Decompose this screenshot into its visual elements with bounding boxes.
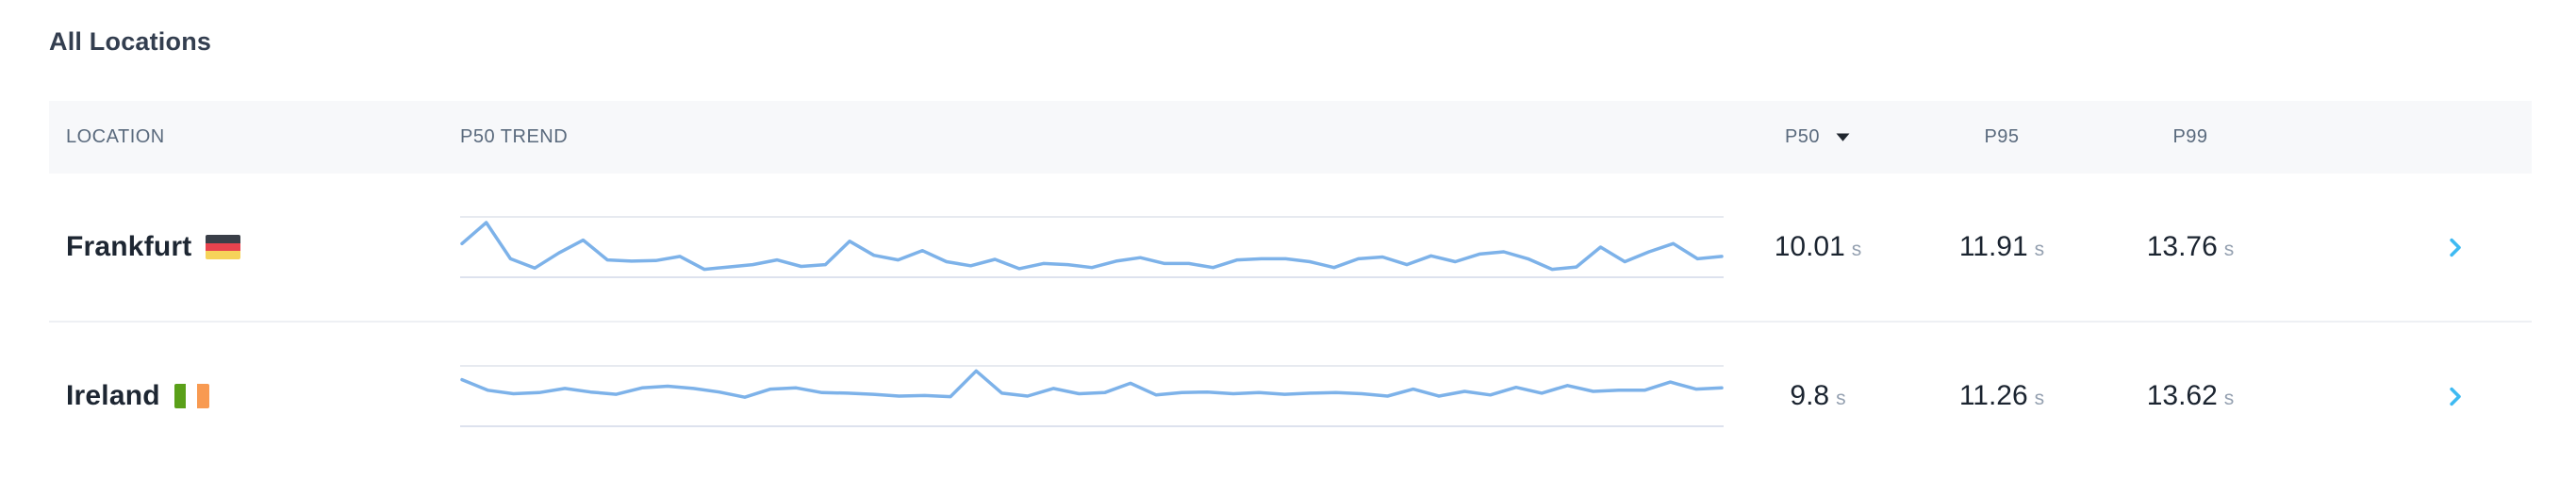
column-header-p50-trend: P50 TREND bbox=[460, 126, 569, 147]
country-flag-icon bbox=[173, 384, 209, 408]
p99-value: 13.76 bbox=[2146, 231, 2218, 262]
table-row[interactable]: Frankfurt 10.01 s 11.91 s 13.76 s bbox=[49, 174, 2532, 321]
sort-descending-icon[interactable] bbox=[1835, 132, 1851, 142]
column-header-p95[interactable]: P95 bbox=[1984, 126, 2020, 147]
p95-value-cell: 11.91 s bbox=[1912, 231, 2091, 263]
location-name: Ireland bbox=[66, 380, 160, 411]
p95-value-cell: 11.26 s bbox=[1912, 380, 2091, 412]
p50-value-cell: 9.8 s bbox=[1724, 380, 1912, 412]
location-cell: Ireland bbox=[49, 380, 460, 412]
p50-trend-cell bbox=[460, 365, 1724, 427]
p95-value: 11.91 bbox=[1958, 231, 2028, 262]
p99-value: 13.62 bbox=[2146, 380, 2218, 411]
p99-value-cell: 13.62 s bbox=[2091, 380, 2289, 412]
all-locations-panel: All Locations LOCATION P50 TREND P50 P95 bbox=[0, 25, 2576, 497]
country-flag-icon bbox=[206, 235, 241, 259]
p50-unit: s bbox=[1836, 388, 1846, 409]
row-actions-cell bbox=[2289, 384, 2532, 409]
locations-table: LOCATION P50 TREND P50 P95 P99 bbox=[49, 101, 2532, 470]
p50-trend-sparkline bbox=[460, 216, 1724, 278]
column-header-p99[interactable]: P99 bbox=[2172, 126, 2208, 147]
p99-value-cell: 13.76 s bbox=[2091, 231, 2289, 263]
location-cell: Frankfurt bbox=[49, 231, 460, 263]
p50-trend-sparkline bbox=[460, 365, 1724, 427]
p99-unit: s bbox=[2223, 239, 2235, 260]
p50-value: 10.01 bbox=[1774, 231, 1845, 262]
column-header-p50[interactable]: P50 bbox=[1724, 126, 1912, 148]
table-row[interactable]: Ireland 9.8 s 11.26 s 13.62 s bbox=[49, 321, 2532, 470]
chevron-right-icon[interactable] bbox=[2442, 235, 2468, 260]
p99-unit: s bbox=[2223, 388, 2235, 409]
p50-value-cell: 10.01 s bbox=[1724, 231, 1912, 263]
p95-unit: s bbox=[2034, 388, 2045, 409]
table-body: Frankfurt 10.01 s 11.91 s 13.76 s Ireland bbox=[49, 174, 2532, 470]
p50-value: 9.8 bbox=[1790, 380, 1830, 411]
p95-value: 11.26 bbox=[1958, 380, 2028, 411]
p50-trend-cell bbox=[460, 216, 1724, 278]
location-name: Frankfurt bbox=[66, 231, 192, 262]
table-header: LOCATION P50 TREND P50 P95 P99 bbox=[49, 101, 2532, 174]
chevron-right-icon[interactable] bbox=[2442, 384, 2468, 409]
p50-unit: s bbox=[1851, 239, 1862, 260]
p95-unit: s bbox=[2034, 239, 2045, 260]
column-header-location: LOCATION bbox=[66, 126, 165, 147]
page-title: All Locations bbox=[49, 27, 212, 56]
row-actions-cell bbox=[2289, 235, 2532, 260]
